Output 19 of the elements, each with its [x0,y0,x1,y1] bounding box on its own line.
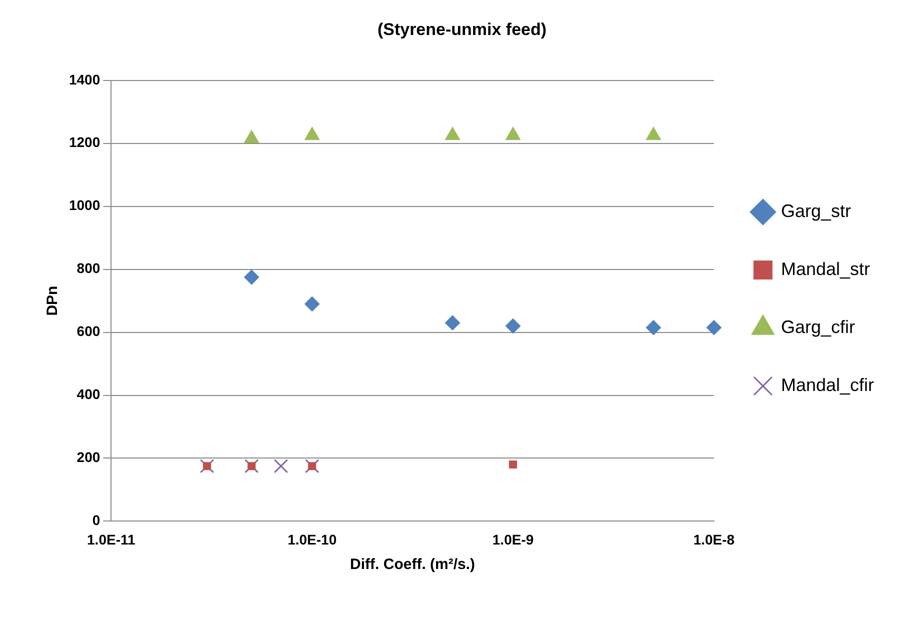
y-tick-label: 1400 [68,71,100,88]
y-tick-label: 400 [76,386,100,402]
legend-label: Mandal_cfir [780,374,874,395]
y-tick-label: 600 [76,323,100,340]
x-axis-title: Diff. Coeff. (m²/s.) [350,556,476,574]
y-axis-title: DPn [44,286,62,316]
y-tick-label: 800 [76,260,100,276]
x-tick-label: 1.0E-11 [87,531,136,548]
x-tick-label: 1.0E-9 [492,531,534,548]
legend-label: Mandal_str [780,258,870,279]
legend-label: Garg_str [780,200,851,221]
y-tick-label: 1200 [68,134,100,150]
y-tick-label: 200 [76,449,100,466]
x-tick-label: 1.0E-8 [693,531,735,548]
y-tick-label: 0 [92,512,100,528]
legend-label: Garg_cfir [780,316,855,337]
chart-title: (Styrene-unmix feed) [377,20,547,39]
y-tick-label: 1000 [68,197,100,214]
x-tick-label: 1.0E-10 [288,531,337,548]
